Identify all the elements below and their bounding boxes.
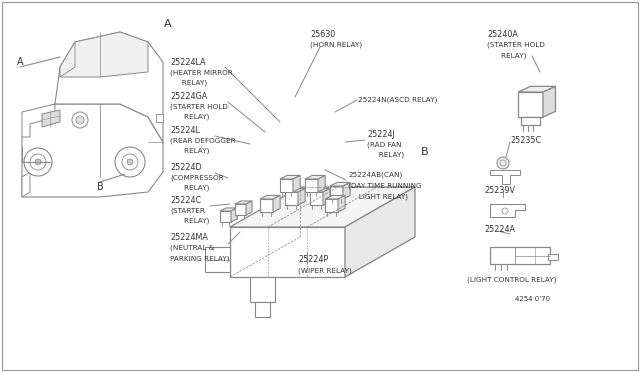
Polygon shape xyxy=(235,201,252,204)
Polygon shape xyxy=(323,189,330,205)
Text: RELAY): RELAY) xyxy=(175,80,207,86)
Polygon shape xyxy=(42,110,60,127)
Polygon shape xyxy=(230,187,415,227)
Text: 4254 0'70: 4254 0'70 xyxy=(515,296,550,302)
Polygon shape xyxy=(205,247,230,272)
Polygon shape xyxy=(255,302,270,317)
Text: 25224AB(CAN): 25224AB(CAN) xyxy=(348,172,403,178)
Polygon shape xyxy=(305,179,318,192)
Text: RELAY): RELAY) xyxy=(175,148,209,154)
Polygon shape xyxy=(22,104,163,197)
Polygon shape xyxy=(548,254,558,260)
Polygon shape xyxy=(490,204,525,217)
Text: (STARTER HOLD: (STARTER HOLD xyxy=(487,42,545,48)
Text: (STARTER HOLD: (STARTER HOLD xyxy=(170,104,228,110)
Polygon shape xyxy=(220,208,237,211)
Text: (WIPER RELAY): (WIPER RELAY) xyxy=(298,268,352,274)
Polygon shape xyxy=(260,195,280,199)
Polygon shape xyxy=(343,182,350,199)
Polygon shape xyxy=(345,187,415,277)
Polygon shape xyxy=(318,176,325,192)
Text: (LIGHT CONTROL RELAY): (LIGHT CONTROL RELAY) xyxy=(467,277,557,283)
Polygon shape xyxy=(285,189,305,192)
Text: (RAD FAN: (RAD FAN xyxy=(367,142,401,148)
Text: (REAR DEFOGGER: (REAR DEFOGGER xyxy=(170,138,236,144)
Polygon shape xyxy=(310,192,323,205)
Polygon shape xyxy=(518,86,556,92)
Polygon shape xyxy=(55,32,163,142)
Polygon shape xyxy=(250,277,275,302)
Polygon shape xyxy=(22,172,30,197)
Text: 25224A: 25224A xyxy=(484,224,515,234)
Polygon shape xyxy=(230,227,345,277)
Text: RELAY): RELAY) xyxy=(175,218,209,224)
Text: PARKING RELAY): PARKING RELAY) xyxy=(170,256,230,262)
Text: B: B xyxy=(421,147,429,157)
Text: (HEATER MIRROR: (HEATER MIRROR xyxy=(170,70,233,76)
Polygon shape xyxy=(156,114,163,122)
Text: 25224N(ASCD RELAY): 25224N(ASCD RELAY) xyxy=(358,97,437,103)
Polygon shape xyxy=(298,189,305,205)
Text: 25224C: 25224C xyxy=(170,196,201,205)
Polygon shape xyxy=(293,176,300,192)
Polygon shape xyxy=(490,247,550,264)
Polygon shape xyxy=(60,32,148,77)
Text: 25224MA: 25224MA xyxy=(170,232,208,241)
Polygon shape xyxy=(305,176,325,179)
Text: B: B xyxy=(97,182,104,192)
Text: (HORN RELAY): (HORN RELAY) xyxy=(310,42,362,48)
Polygon shape xyxy=(273,195,280,212)
Text: 25224LA: 25224LA xyxy=(170,58,205,67)
Text: 25224J: 25224J xyxy=(367,129,395,138)
Polygon shape xyxy=(330,186,343,199)
Text: A: A xyxy=(164,19,172,29)
Polygon shape xyxy=(285,192,298,205)
Circle shape xyxy=(127,159,133,165)
Polygon shape xyxy=(280,179,293,192)
Polygon shape xyxy=(490,170,520,184)
Text: RELAY): RELAY) xyxy=(175,114,209,120)
Polygon shape xyxy=(22,104,55,137)
Polygon shape xyxy=(338,195,345,212)
Text: 25240A: 25240A xyxy=(487,29,518,38)
Circle shape xyxy=(35,159,41,165)
Polygon shape xyxy=(543,86,556,117)
Polygon shape xyxy=(310,189,330,192)
Text: A: A xyxy=(17,57,23,67)
Polygon shape xyxy=(235,204,246,215)
Polygon shape xyxy=(60,42,75,77)
Polygon shape xyxy=(231,208,237,222)
Circle shape xyxy=(497,157,509,169)
Text: LIGHT RELAY): LIGHT RELAY) xyxy=(352,194,408,200)
Text: (DAY TIME RUNNING: (DAY TIME RUNNING xyxy=(348,183,422,189)
Text: 25224P: 25224P xyxy=(298,256,328,264)
Text: RELAY): RELAY) xyxy=(372,152,404,158)
Circle shape xyxy=(30,154,46,170)
Text: (NEUTRAL &: (NEUTRAL & xyxy=(170,245,214,251)
Text: 25224D: 25224D xyxy=(170,163,202,171)
Text: 25235C: 25235C xyxy=(510,135,541,144)
Text: 25239V: 25239V xyxy=(484,186,515,195)
Circle shape xyxy=(24,148,52,176)
Polygon shape xyxy=(330,182,350,186)
Text: RELAY): RELAY) xyxy=(175,185,209,191)
Polygon shape xyxy=(280,176,300,179)
Polygon shape xyxy=(260,199,273,212)
Text: 25224GA: 25224GA xyxy=(170,92,207,100)
Circle shape xyxy=(122,154,138,170)
Polygon shape xyxy=(325,199,338,212)
Text: 25224L: 25224L xyxy=(170,125,200,135)
Polygon shape xyxy=(521,117,540,125)
Text: 25630: 25630 xyxy=(310,29,335,38)
Circle shape xyxy=(76,116,84,124)
Polygon shape xyxy=(325,195,345,199)
Circle shape xyxy=(72,112,88,128)
Polygon shape xyxy=(246,201,252,215)
Text: (STARTER: (STARTER xyxy=(170,208,205,214)
Circle shape xyxy=(115,147,145,177)
Text: RELAY): RELAY) xyxy=(492,53,526,59)
Polygon shape xyxy=(518,92,543,117)
Polygon shape xyxy=(220,211,231,222)
Text: (COMPRESSOR: (COMPRESSOR xyxy=(170,175,223,181)
